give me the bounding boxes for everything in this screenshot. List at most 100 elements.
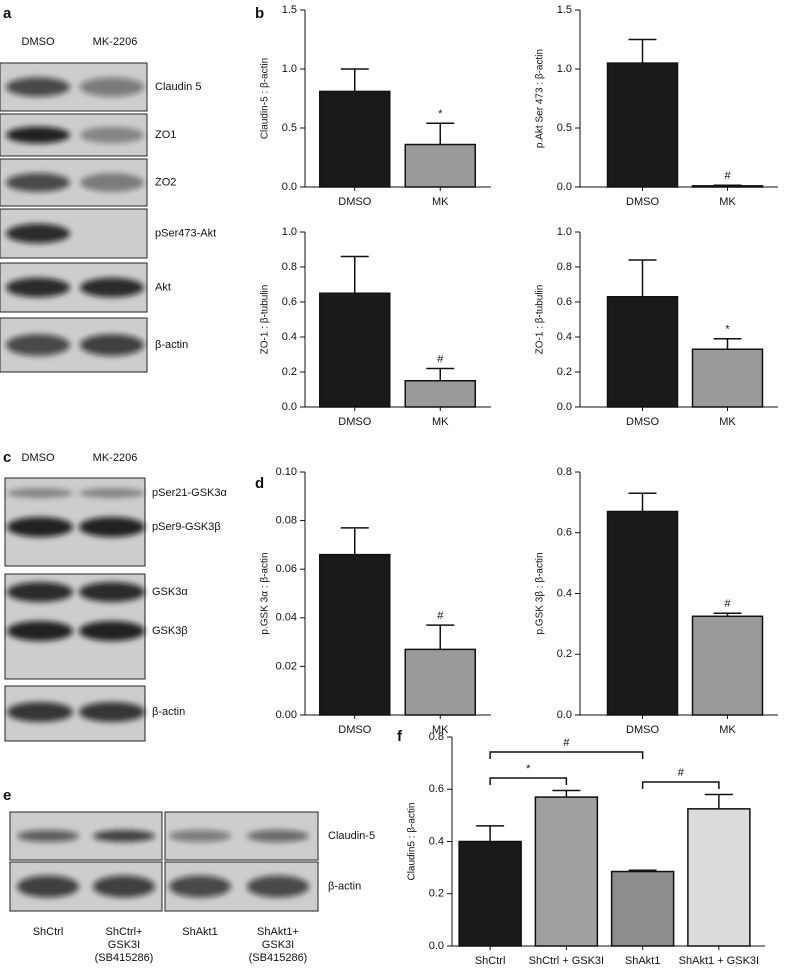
- significance-label: #: [724, 598, 731, 610]
- x-tick-label: ShCtrl: [475, 955, 506, 967]
- bar: [319, 292, 391, 408]
- significance-label: *: [438, 108, 443, 120]
- blot-band: [79, 488, 145, 498]
- panel-letter: a: [3, 5, 12, 22]
- y-tick-label: 0.0: [282, 181, 297, 193]
- blot-band: [6, 334, 70, 356]
- y-tick-label: 1.0: [557, 63, 572, 75]
- y-axis-label: p.GSK 3β : β-actin: [535, 552, 546, 634]
- bar: [691, 348, 764, 408]
- blot-band: [247, 830, 309, 842]
- y-tick-label: 0.4: [429, 835, 444, 847]
- y-tick-label: 0.4: [557, 331, 572, 343]
- y-axis-label: p.GSK 3α : β-actin: [260, 552, 271, 634]
- y-tick-label: 0.4: [282, 331, 297, 343]
- x-tick-label: ShAkt1 + GSK3I: [679, 955, 759, 967]
- bar: [687, 808, 751, 947]
- lane-label: MK-2206: [93, 36, 138, 48]
- panel-letter: e: [3, 787, 11, 804]
- lane-label: ShCtrl+: [106, 926, 143, 938]
- significance-bracket: [489, 777, 568, 785]
- bar: [610, 870, 675, 947]
- bar: [534, 796, 599, 947]
- y-tick-label: 0.2: [429, 888, 444, 900]
- y-tick-label: 0.10: [276, 466, 297, 478]
- row-label: ZO2: [155, 176, 176, 188]
- significance-label: *: [725, 324, 730, 336]
- x-tick-label: ShCtrl + GSK3I: [529, 955, 605, 967]
- x-tick-label: DMSO: [626, 196, 659, 208]
- lane-label: GSK3I: [262, 939, 294, 951]
- significance-bracket: [641, 781, 720, 789]
- y-tick-label: 1.0: [282, 63, 297, 75]
- blot-band: [93, 875, 155, 898]
- blot-band: [80, 334, 144, 356]
- y-tick-label: 0.6: [557, 296, 572, 308]
- row-label: β-actin: [155, 339, 188, 351]
- bar: [606, 296, 679, 408]
- blot-band: [80, 277, 144, 298]
- y-tick-label: 0.2: [557, 648, 572, 660]
- blot-band: [79, 702, 145, 722]
- blot-band: [93, 830, 155, 842]
- x-tick-label: DMSO: [338, 724, 371, 736]
- y-axis-label: Claudin-5 : β-actin: [260, 58, 271, 139]
- significance-label: *: [526, 763, 531, 775]
- bar: [606, 510, 679, 716]
- row-label: ZO1: [155, 129, 176, 141]
- lane-label: (SB415286): [95, 952, 154, 964]
- bar: [404, 380, 476, 408]
- blot-band: [17, 830, 79, 842]
- row-label: GSK3β: [152, 625, 188, 637]
- bar: [404, 648, 476, 716]
- row-label: pSer473-Akt: [155, 227, 216, 239]
- y-tick-label: 0.02: [276, 660, 297, 672]
- y-tick-label: 0.00: [276, 709, 297, 721]
- y-axis-label: ZO-1 : β-tubulin: [260, 285, 271, 355]
- blot-band: [7, 702, 73, 722]
- y-axis-label: p.Akt Ser 473 : β-actin: [535, 49, 546, 148]
- blot-band: [6, 126, 70, 144]
- row-label: Claudin-5: [328, 830, 375, 842]
- blot-band: [17, 875, 79, 898]
- blot-band: [6, 173, 70, 192]
- y-tick-label: 1.5: [557, 4, 572, 16]
- x-tick-label: MK: [719, 196, 736, 208]
- lane-label: ShAkt1: [182, 926, 217, 938]
- panel-letter: b: [255, 5, 264, 22]
- y-tick-label: 0.5: [282, 122, 297, 134]
- bar: [458, 840, 522, 947]
- blot-band: [6, 223, 70, 244]
- y-tick-label: 1.0: [557, 226, 572, 238]
- blot-band: [7, 488, 73, 498]
- y-tick-label: 0.6: [429, 783, 444, 795]
- lane-label: GSK3I: [108, 939, 140, 951]
- y-tick-label: 1.5: [282, 4, 297, 16]
- significance-label: #: [437, 353, 444, 365]
- blot-band: [169, 875, 231, 898]
- bar: [691, 615, 764, 716]
- lane-label: DMSO: [22, 452, 55, 464]
- bar: [319, 90, 391, 188]
- blot-band: [79, 621, 145, 641]
- y-tick-label: 0.6: [282, 296, 297, 308]
- y-tick-label: 0.0: [429, 940, 444, 952]
- y-tick-label: 0.4: [557, 587, 572, 599]
- significance-label: #: [563, 737, 570, 749]
- y-tick-label: 0.6: [557, 527, 572, 539]
- x-tick-label: MK: [719, 724, 736, 736]
- lane-label: MK-2206: [93, 452, 138, 464]
- lane-label: ShCtrl: [33, 926, 64, 938]
- row-label: β-actin: [152, 706, 185, 718]
- y-tick-label: 0.8: [557, 466, 572, 478]
- bar: [691, 185, 764, 188]
- row-label: pSer21-GSK3α: [152, 487, 227, 499]
- row-label: GSK3α: [152, 586, 188, 598]
- x-tick-label: DMSO: [338, 416, 371, 428]
- y-tick-label: 0.08: [276, 515, 297, 527]
- y-tick-label: 0.2: [557, 366, 572, 378]
- y-tick-label: 0.04: [276, 612, 297, 624]
- significance-bracket: [489, 751, 644, 759]
- y-tick-label: 1.0: [282, 226, 297, 238]
